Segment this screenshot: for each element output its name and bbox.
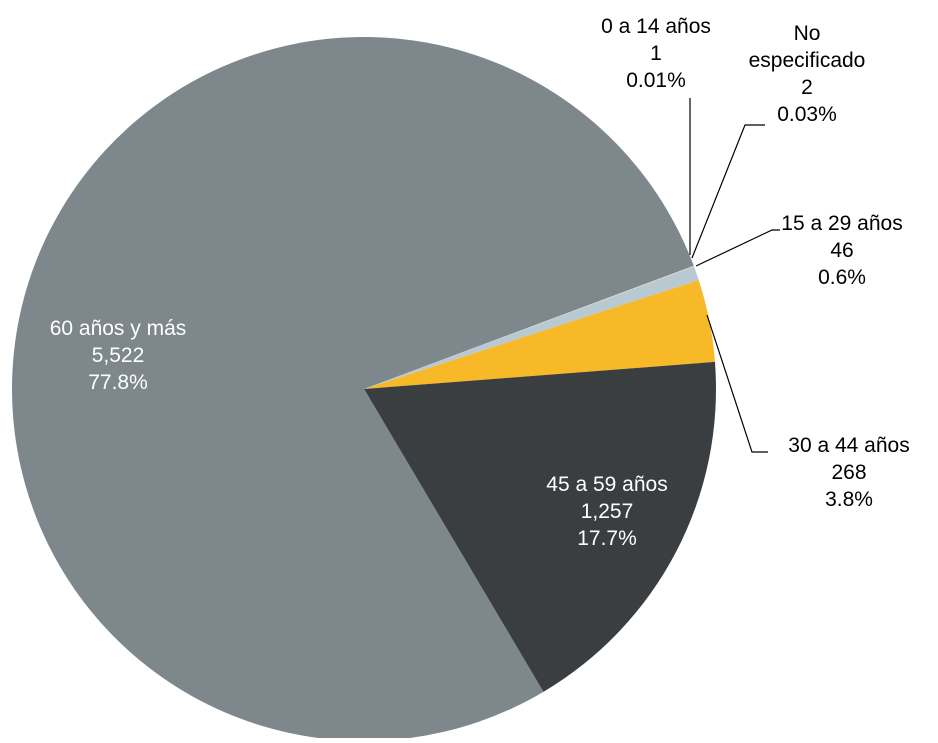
data-label-ne: No especificado 2 0.03% (749, 22, 866, 126)
data-label-category: 0 a 14 años (601, 15, 711, 38)
data-label-percent: 77.8% (88, 371, 148, 394)
data-label-percent: 3.8% (825, 488, 873, 511)
data-label-value: 2 (801, 76, 813, 99)
pie-slice-60plus (12, 37, 694, 742)
data-label-value: 1,257 (581, 500, 634, 523)
leader-line-15-29 (695, 229, 780, 267)
data-label-category: 60 años y más (50, 317, 187, 340)
data-label-30-44: 30 a 44 años 268 3.8% (788, 434, 909, 511)
leader-lines (689, 98, 780, 453)
leader-line-ne (691, 124, 765, 259)
data-label-percent: 0.6% (818, 266, 866, 289)
pie-slice-30-44 (364, 280, 715, 389)
data-label-60plus: 60 años y más 5,522 77.8% (50, 317, 187, 394)
pie-slice-0-14 (364, 265, 694, 389)
leader-line-30-44 (706, 314, 768, 453)
data-label-category: especificado (749, 49, 866, 72)
data-label-percent: 0.01% (626, 69, 686, 92)
pie-slice-ne (364, 266, 695, 389)
pie-slice-45-59 (364, 361, 716, 692)
data-label-value: 46 (830, 239, 853, 262)
data-label-15-29: 15 a 29 años 46 0.6% (781, 212, 902, 289)
data-label-45-59: 45 a 59 años 1,257 17.7% (546, 473, 667, 550)
pie-slices (12, 37, 716, 742)
data-label-percent: 17.7% (577, 527, 637, 550)
data-label-category: No (794, 22, 821, 45)
data-label-category: 45 a 59 años (546, 473, 667, 496)
pie-slice-15-29 (364, 266, 699, 389)
data-label-category: 15 a 29 años (781, 212, 902, 235)
data-labels: 0 a 14 años 1 0.01% No especificado 2 0.03% 15 … (50, 15, 910, 550)
data-label-percent: 0.03% (777, 103, 837, 126)
data-label-category: 30 a 44 años (788, 434, 909, 457)
data-label-value: 268 (831, 461, 866, 484)
data-label-value: 5,522 (92, 344, 145, 367)
data-label-value: 1 (650, 42, 662, 65)
data-label-0-14: 0 a 14 años 1 0.01% (601, 15, 711, 92)
